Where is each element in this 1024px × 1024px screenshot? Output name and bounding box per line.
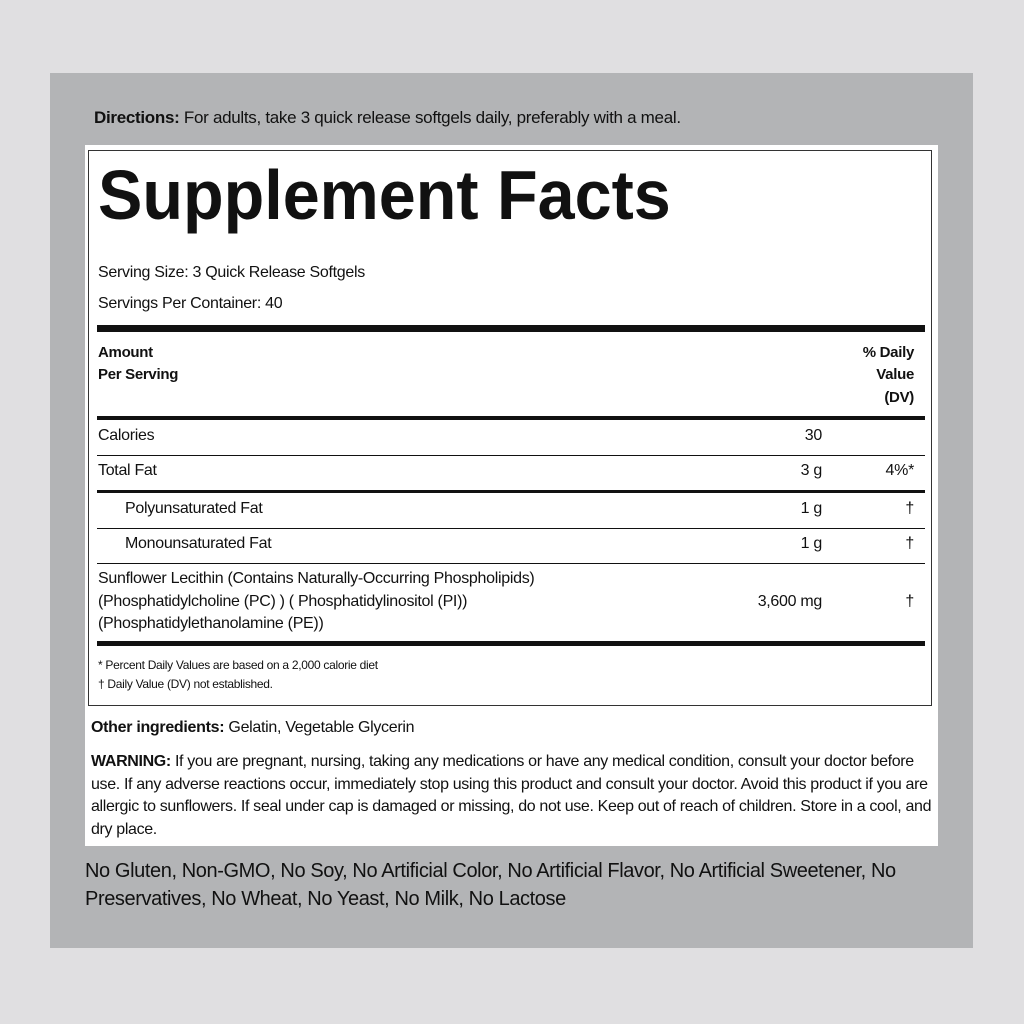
thick-rule (97, 641, 925, 646)
footnote: * Percent Daily Values are based on a 2,… (98, 658, 378, 672)
row-amount: 30 (804, 427, 823, 444)
rule (97, 416, 925, 420)
row-dv: † (905, 593, 914, 610)
row-dv: 4%* (885, 462, 915, 479)
servings-per-container: Servings Per Container: 40 (98, 295, 283, 312)
free-from-statement: No Gluten, Non-GMO, No Soy, No Artificia… (85, 860, 896, 910)
row-amount: 3,600 mg (757, 593, 823, 610)
facts-title: Supplement Facts (98, 156, 671, 234)
row-amount: 3 g (800, 462, 823, 479)
rule (97, 528, 925, 529)
row-name: Sunflower Lecithin (Contains Naturally-O… (98, 570, 535, 587)
warning: WARNING: If you are pregnant, nursing, t… (91, 753, 932, 838)
facts-card (85, 145, 938, 846)
row-name: Polyunsaturated Fat (125, 500, 263, 517)
dv-header: (DV) (884, 389, 914, 406)
rule (97, 455, 925, 456)
row-dv: † (905, 500, 914, 517)
row-name: (Phosphatidylethanolamine (PE)) (98, 615, 324, 632)
row-dv: † (905, 535, 914, 552)
amount-header: Amount (98, 344, 153, 361)
thick-rule (97, 325, 925, 332)
row-name: Calories (98, 427, 155, 444)
row-name: Monounsaturated Fat (125, 535, 272, 552)
row-name: (Phosphatidylcholine (PC) ) ( Phosphatid… (98, 593, 468, 610)
directions: Directions: For adults, take 3 quick rel… (94, 108, 681, 127)
row-amount: 1 g (800, 535, 823, 552)
serving-size: Serving Size: 3 Quick Release Softgels (98, 264, 365, 281)
rule (97, 563, 925, 564)
row-name: Total Fat (98, 462, 157, 479)
amount-header: Per Serving (98, 366, 179, 383)
row-amount: 1 g (800, 500, 823, 517)
supplement-facts-box (88, 150, 932, 706)
dv-header: % Daily (862, 344, 915, 361)
rule (97, 490, 925, 493)
footnote: † Daily Value (DV) not established. (98, 677, 273, 691)
other-ingredients: Other ingredients: Gelatin, Vegetable Gl… (91, 719, 415, 736)
dv-header: Value (876, 366, 914, 383)
